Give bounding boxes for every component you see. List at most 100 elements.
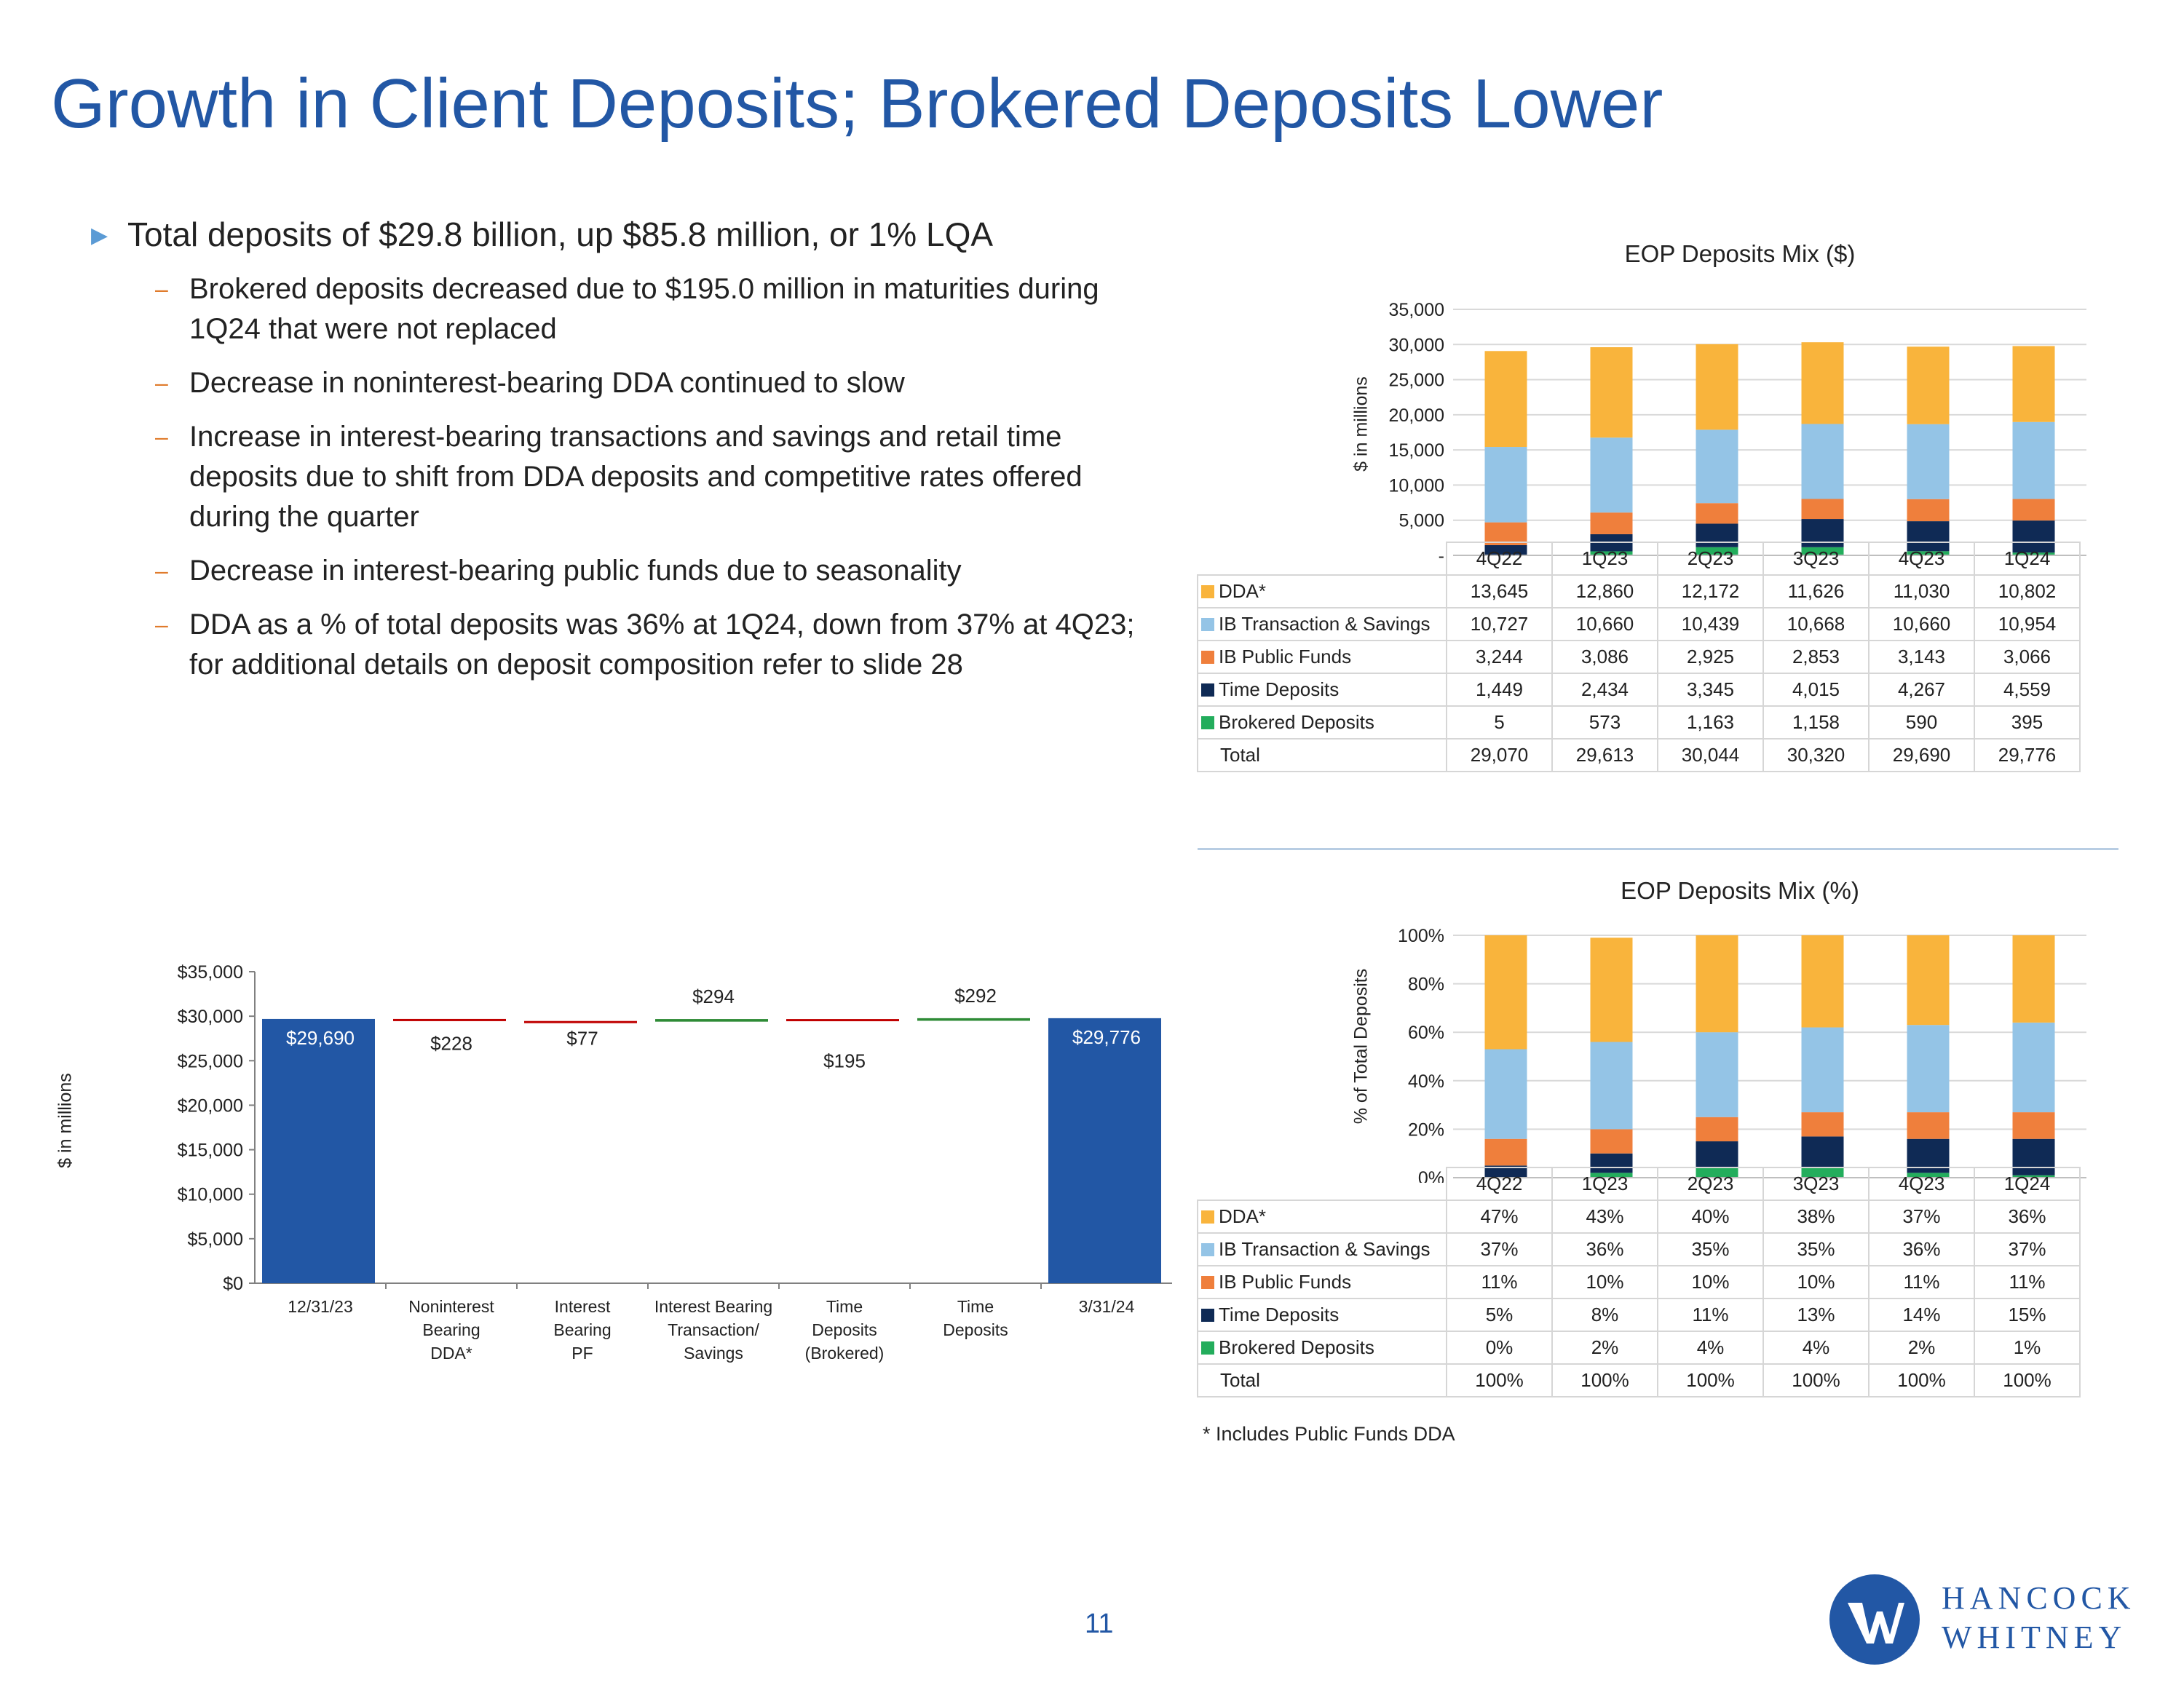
bar-segment-dda [1590,937,1633,1042]
data-label: 2% [1551,1331,1658,1365]
x-category-label: 3/31/24 [1079,1297,1135,1316]
table-header-row: 4Q22 1Q23 2Q23 3Q23 4Q23 1Q24 [1198,542,2081,576]
data-label: 3,143 [1868,640,1975,674]
data-label: 10,954 [1974,607,2081,641]
y-tick-label: 10,000 [1389,475,1444,496]
data-label: 3,086 [1551,640,1658,674]
bar-segment-ib-public-funds [1907,1112,1950,1139]
x-category-label: 2Q23 [1657,542,1764,576]
data-label: 35% [1762,1232,1870,1266]
legend-entry-time-deposits: Time Deposits [1197,673,1447,707]
deposits-mix-dollars-chart: -5,00010,00015,00020,00025,00030,00035,0… [1389,300,2086,560]
total-label: Total [1197,1363,1447,1397]
bar-segment-ib-transaction-savings [1801,424,1844,499]
total-value: 29,613 [1551,738,1658,772]
total-label: Total [1197,738,1447,772]
bar-segment-ib-transaction-savings [2012,421,2055,499]
data-label: 37% [1446,1232,1553,1266]
x-category-label: 1Q24 [1974,542,2081,576]
data-label: 5 [1446,705,1553,740]
data-label: $77 [566,1028,598,1050]
y-tick-label: $20,000 [178,1095,243,1116]
y-tick-label: 20,000 [1389,405,1444,426]
data-label: 10,660 [1551,607,1658,641]
y-tick-label: 100% [1398,926,1444,946]
x-category-label: Noninterest [408,1297,494,1316]
y-tick-label: 30,000 [1389,335,1444,355]
data-label: $294 [692,986,735,1007]
bar-segment-ib-transaction-savings [1484,1049,1527,1139]
bar-segment-dda [2012,346,2055,422]
x-category-label: 2Q23 [1657,1167,1764,1201]
sub-bullet-text: DDA as a % of total deposits was 36% at … [189,608,1135,681]
bar-segment-ib-public-funds [1907,499,1950,522]
x-category-label: (Brokered) [805,1344,885,1363]
hancock-whitney-logo: HANCOCK WHITNEY [1829,1574,2142,1665]
data-label: 2,925 [1657,640,1764,674]
x-category-label: Deposits [812,1320,877,1339]
data-label: $29,776 [1072,1026,1141,1048]
dash-bullet-icon: – [155,558,168,584]
data-label: 1,163 [1657,705,1764,740]
data-label: 38% [1762,1200,1870,1234]
data-label: 10% [1551,1265,1658,1299]
sub-bullet-text: Brokered deposits decreased due to $195.… [189,273,1099,345]
sub-bullet-text: Increase in interest-bearing transaction… [189,421,1083,533]
data-label: 4% [1762,1331,1870,1365]
legend-swatch [1201,1243,1214,1256]
legend-entry-ib-public-funds: IB Public Funds [1197,640,1447,674]
data-label: 3,345 [1657,673,1764,707]
legend-entry-ib-transaction-savings: IB Transaction & Savings [1197,607,1447,641]
data-label: 1% [1974,1331,2081,1365]
legend-swatch [1201,1341,1214,1355]
legend-entry-dda: DDA* [1197,574,1447,608]
x-category-label: 4Q22 [1446,542,1553,576]
sub-bullet: – Brokered deposits decreased due to $195… [91,269,1168,349]
data-label: 3,066 [1974,640,2081,674]
data-label: 2,434 [1551,673,1658,707]
x-category-label: 4Q22 [1446,1167,1553,1201]
legend-label: IB Public Funds [1219,646,1352,667]
bar-segment-dda [1801,935,1844,1028]
total-value: 29,070 [1446,738,1553,772]
data-label: 8% [1551,1298,1658,1332]
data-label: 11% [1657,1298,1764,1332]
x-category-label: 3Q23 [1762,542,1870,576]
legend-swatch [1201,651,1214,664]
legend-entry-brokered-deposits: Brokered Deposits [1197,705,1447,740]
x-category-label: 1Q23 [1551,1167,1658,1201]
bar-segment-dda [1907,346,1950,424]
total-value: 100% [1974,1363,2081,1397]
total-value: 100% [1762,1363,1870,1397]
data-label: 10,660 [1868,607,1975,641]
data-label: 2,853 [1762,640,1870,674]
data-label: $292 [954,985,997,1007]
y-tick-label: $0 [223,1274,243,1294]
y-tick-label: $35,000 [178,962,243,983]
legend-label: IB Transaction & Savings [1219,613,1431,635]
triangle-bullet-icon: ▶ [91,223,108,247]
x-category-label: Interest Bearing [654,1297,772,1316]
bar-segment-ib-public-funds [1590,1129,1633,1154]
x-category-label: Deposits [943,1320,1008,1339]
data-label: 0% [1446,1331,1553,1365]
x-category-label: Time [826,1297,863,1316]
bar-segment-ib-transaction-savings [1590,1042,1633,1130]
bar-segment-ib-public-funds [1590,512,1633,534]
dash-bullet-icon: – [155,370,168,396]
bar-segment-dda [1696,935,1738,1033]
bar-segment-ib-transaction-savings [2012,1022,2055,1113]
waterfall-increase-bar [655,1019,768,1022]
bar-segment-dda [1907,935,1950,1026]
bar-segment-ib-public-funds [2012,1112,2055,1139]
data-label: 10,802 [1974,574,2081,608]
data-label: 3,244 [1446,640,1553,674]
legend-label: IB Transaction & Savings [1219,1238,1431,1260]
bar-segment-dda [2012,935,2055,1023]
data-label: 1,449 [1446,673,1553,707]
dash-bullet-icon: – [155,424,168,450]
logo-text-line2: WHITNEY [1942,1619,2127,1655]
data-label: 4,015 [1762,673,1870,707]
table-header-row: 4Q22 1Q23 2Q23 3Q23 4Q23 1Q24 [1198,1167,2081,1201]
waterfall-decrease-bar [786,1019,899,1022]
